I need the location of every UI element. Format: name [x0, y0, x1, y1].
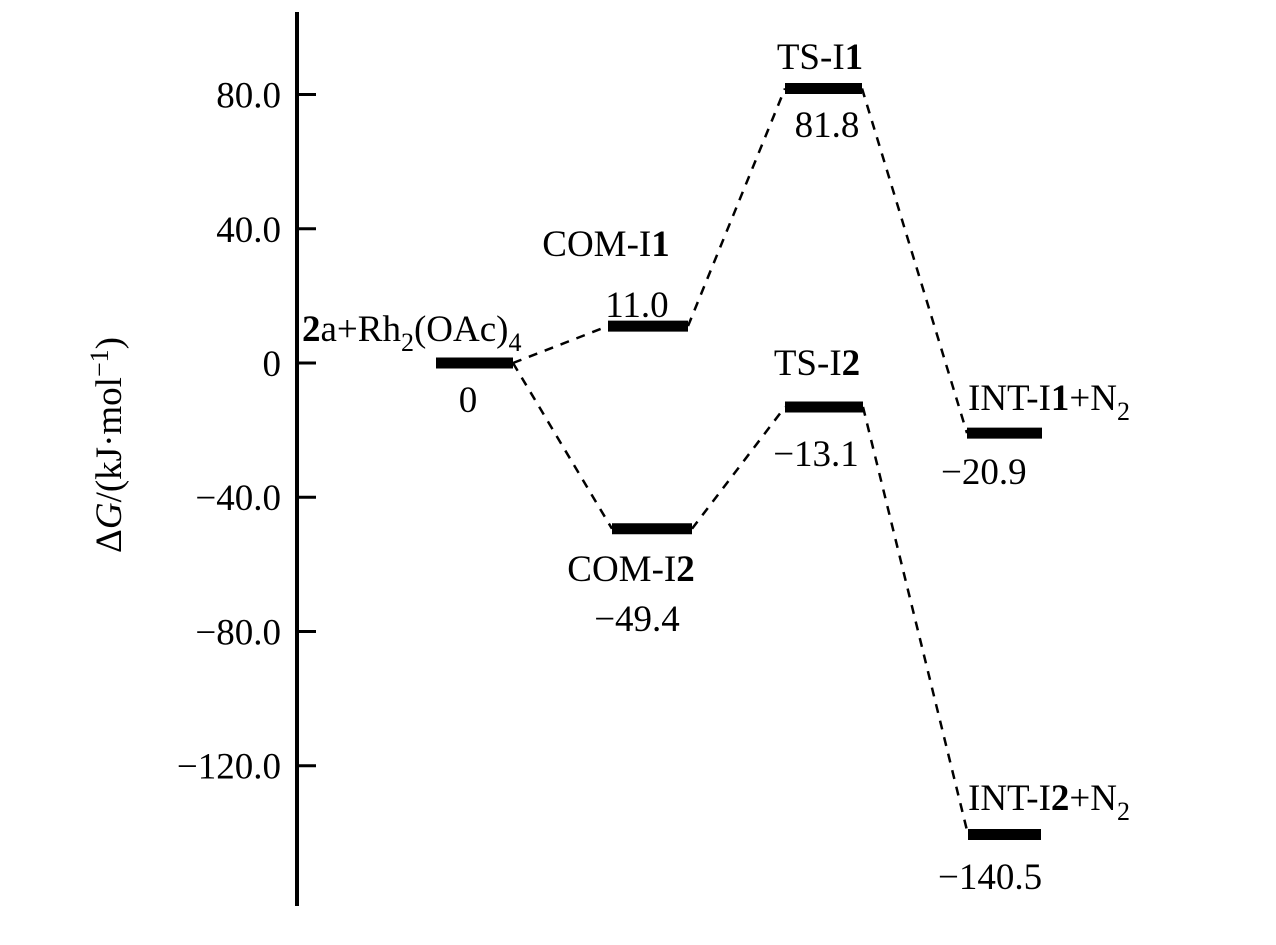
connector-TS-I2-INT-I2 [861, 406, 970, 835]
y-axis-tick-label: 40.0 [216, 210, 281, 251]
level-label-INT-I2: INT-I2+N2 [968, 778, 1130, 826]
level-value-TS-I1: 81.8 [795, 105, 860, 146]
level-label-COM-I2: COM-I2 [567, 549, 694, 590]
level-label-TS-I1: TS-I1 [777, 37, 863, 78]
y-axis-tick-label: −120.0 [177, 747, 281, 788]
connector-COM-I1-TS-I1 [686, 88, 787, 327]
y-axis-tick-label: −40.0 [195, 478, 281, 519]
level-label-TS-I2: TS-I2 [774, 343, 860, 384]
level-value-reactants: 0 [459, 380, 478, 421]
level-value-INT-I1: −20.9 [941, 452, 1027, 493]
level-label-COM-I1: COM-I1 [542, 224, 669, 265]
level-value-COM-I1: 11.0 [605, 285, 668, 326]
level-value-COM-I2: −49.4 [594, 599, 680, 640]
y-axis-tick-label: 80.0 [216, 76, 281, 117]
level-value-TS-I2: −13.1 [773, 434, 859, 475]
connector-reactants-COM-I2 [511, 362, 614, 530]
level-value-INT-I2: −140.5 [938, 857, 1042, 898]
y-axis-title: ΔG/(kJ·mol−1) [85, 337, 130, 553]
connector-TS-I1-INT-I1 [860, 88, 969, 434]
y-axis-tick-label: 0 [263, 344, 282, 385]
connector-reactants-COM-I1 [512, 324, 609, 365]
y-axis-tick-label: −80.0 [195, 612, 281, 653]
level-label-INT-I1: INT-I1+N2 [968, 378, 1130, 426]
level-label-reactants: 2a+Rh2(OAc)4 [302, 309, 521, 357]
connector-COM-I2-TS-I2 [691, 406, 786, 530]
